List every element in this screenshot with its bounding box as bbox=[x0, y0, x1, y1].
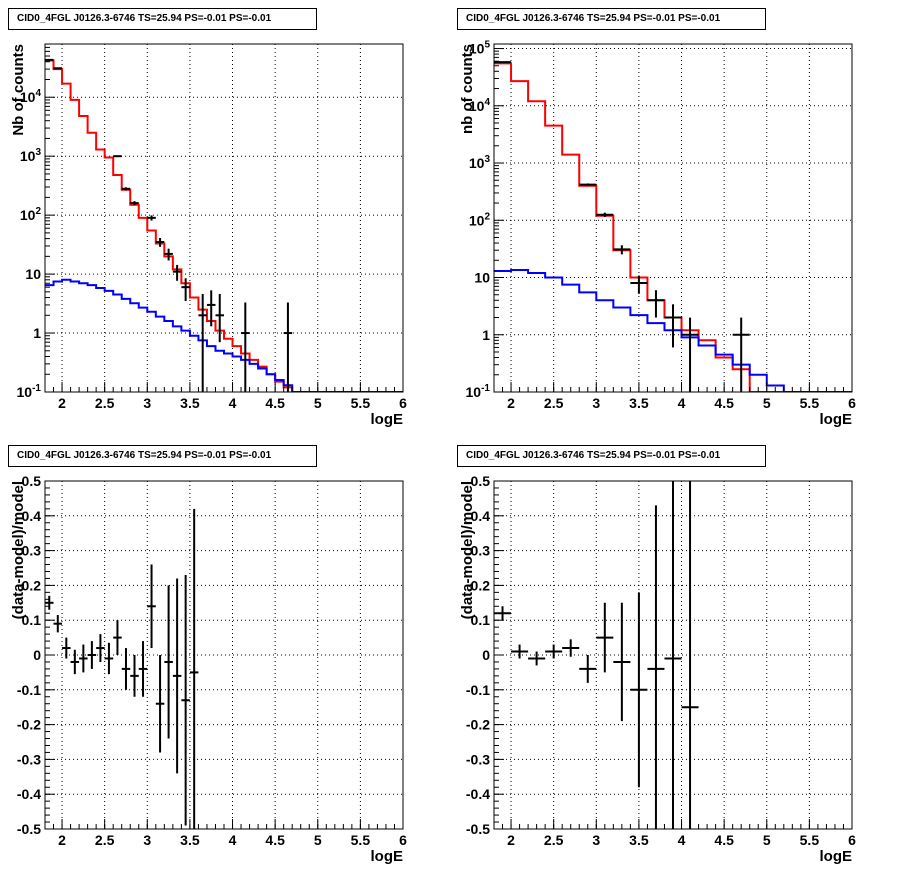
x-tick-label: 5.5 bbox=[800, 832, 820, 848]
y-tick-label: 10-1 bbox=[466, 383, 491, 400]
plot-frame bbox=[44, 43, 404, 393]
y-tick-label: -0.5 bbox=[466, 821, 490, 837]
x-tick-label: 2 bbox=[58, 395, 66, 411]
plot-area bbox=[45, 58, 403, 392]
x-tick-label: 2.5 bbox=[544, 395, 564, 411]
x-tick-label: 3 bbox=[143, 395, 151, 411]
x-axis-label: logE bbox=[371, 411, 404, 428]
y-tick-label: 0.4 bbox=[22, 508, 42, 524]
x-tick-label: 5.5 bbox=[800, 395, 820, 411]
y-tick-label: 1 bbox=[482, 327, 490, 343]
x-tick-label: 3.5 bbox=[629, 395, 649, 411]
x-tick-label: 2.5 bbox=[95, 395, 115, 411]
x-tick-label: 4.5 bbox=[714, 832, 734, 848]
y-tick-label: -0.1 bbox=[17, 682, 41, 698]
y-tick-label: 0.2 bbox=[471, 577, 491, 593]
y-tick-label: -0.3 bbox=[17, 751, 41, 767]
x-tick-label: 4 bbox=[229, 395, 237, 411]
y-tick-label: 0.1 bbox=[471, 612, 491, 628]
x-tick-label: 3.5 bbox=[180, 832, 200, 848]
y-tick-label: 0.3 bbox=[22, 543, 42, 559]
panel-residuals-right: CID0_4FGL J0126.3-6746 TS=25.94 PS=-0.01… bbox=[449, 437, 898, 875]
y-tick-label: 104 bbox=[469, 97, 491, 114]
plot-area bbox=[45, 508, 199, 829]
y-axis-label: (data-model)/model bbox=[459, 481, 476, 619]
x-tick-label: 3.5 bbox=[180, 395, 200, 411]
source-model-line bbox=[494, 269, 852, 392]
x-tick-label: 4 bbox=[678, 832, 686, 848]
x-tick-label: 4.5 bbox=[714, 395, 734, 411]
x-tick-label: 5 bbox=[763, 395, 771, 411]
x-tick-label: 4.5 bbox=[265, 832, 285, 848]
x-axis-label: logE bbox=[820, 848, 853, 865]
chart-title: CID0_4FGL J0126.3-6746 TS=25.94 PS=-0.01… bbox=[457, 8, 766, 30]
x-axis-label: logE bbox=[820, 411, 853, 428]
x-tick-label: 5 bbox=[763, 832, 771, 848]
chart-title: CID0_4FGL J0126.3-6746 TS=25.94 PS=-0.01… bbox=[8, 8, 317, 30]
y-tick-label: 0.1 bbox=[22, 612, 42, 628]
x-tick-label: 4 bbox=[229, 832, 237, 848]
y-tick-label: 1 bbox=[33, 325, 41, 341]
chart-svg: 2 2.5 3 3.5 4 4.5 5 5.5 6 -0.5 -0.4 -0.3 -0.2 -0.1 0 0.… bbox=[10, 473, 407, 865]
y-axis-label: Nb of counts bbox=[10, 44, 27, 136]
total-model-line bbox=[45, 59, 403, 392]
y-tick-label: 103 bbox=[20, 147, 42, 164]
y-tick-label: 102 bbox=[20, 206, 42, 223]
x-tick-label: 2 bbox=[58, 832, 66, 848]
panel-counts-left: CID0_4FGL J0126.3-6746 TS=25.94 PS=-0.01… bbox=[0, 0, 449, 437]
y-tick-label: -0.5 bbox=[17, 821, 41, 837]
y-tick-label: 10 bbox=[474, 270, 490, 286]
y-tick-label: 10-1 bbox=[17, 383, 42, 400]
x-tick-label: 2 bbox=[507, 832, 515, 848]
chart-svg: 2 2.5 3 3.5 4 4.5 5 5.5 6 -0.5 -0.4 -0.3 -0.2 -0.1 0 0.… bbox=[459, 473, 856, 865]
x-tick-label: 6 bbox=[399, 395, 407, 411]
panel-residuals-left: CID0_4FGL J0126.3-6746 TS=25.94 PS=-0.01… bbox=[0, 437, 449, 875]
x-tick-label: 4 bbox=[678, 395, 686, 411]
plot-area bbox=[494, 61, 852, 392]
x-tick-label: 2 bbox=[507, 395, 515, 411]
x-tick-label: 3 bbox=[143, 832, 151, 848]
y-tick-label: -0.2 bbox=[466, 717, 490, 733]
y-tick-label: 0.3 bbox=[471, 543, 491, 559]
x-axis-label: logE bbox=[371, 848, 404, 865]
y-tick-label: 0.2 bbox=[22, 577, 42, 593]
y-tick-label: 102 bbox=[469, 211, 491, 228]
chart-title: CID0_4FGL J0126.3-6746 TS=25.94 PS=-0.01… bbox=[457, 445, 766, 467]
y-tick-label: -0.3 bbox=[466, 751, 490, 767]
x-tick-label: 5.5 bbox=[351, 395, 371, 411]
x-tick-label: 6 bbox=[848, 395, 856, 411]
x-tick-label: 4.5 bbox=[265, 395, 285, 411]
chart-svg: 2 2.5 3 3.5 4 4.5 5 5.5 6 10-1 1 10 102 103 104 105 logE… bbox=[459, 40, 856, 428]
y-tick-label: 103 bbox=[469, 154, 491, 171]
y-tick-label: 104 bbox=[20, 88, 42, 105]
x-tick-label: 5.5 bbox=[351, 832, 371, 848]
y-tick-label: -0.1 bbox=[466, 682, 490, 698]
x-tick-label: 2.5 bbox=[544, 832, 564, 848]
y-tick-label: -0.4 bbox=[466, 786, 490, 802]
x-tick-label: 3 bbox=[592, 395, 600, 411]
chart-svg: 2 2.5 3 3.5 4 4.5 5 5.5 6 10-1 1 10 102 103 104 logE Nb … bbox=[10, 43, 407, 428]
source-model-line bbox=[45, 278, 403, 392]
y-tick-label: 105 bbox=[469, 40, 491, 57]
y-tick-label: 0.5 bbox=[22, 473, 42, 489]
y-tick-label: 0.4 bbox=[471, 508, 491, 524]
chart-title: CID0_4FGL J0126.3-6746 TS=25.94 PS=-0.01… bbox=[8, 445, 317, 467]
x-tick-label: 6 bbox=[399, 832, 407, 848]
y-tick-label: -0.4 bbox=[17, 786, 41, 802]
x-tick-label: 2.5 bbox=[95, 832, 115, 848]
x-tick-label: 5 bbox=[314, 832, 322, 848]
y-tick-label: 0 bbox=[33, 647, 41, 663]
y-tick-label: 10 bbox=[25, 266, 41, 282]
x-tick-label: 3.5 bbox=[629, 832, 649, 848]
x-tick-label: 6 bbox=[848, 832, 856, 848]
panel-counts-right: CID0_4FGL J0126.3-6746 TS=25.94 PS=-0.01… bbox=[449, 0, 898, 437]
x-tick-label: 3 bbox=[592, 832, 600, 848]
y-axis-label: (data-model)/model bbox=[10, 481, 27, 619]
x-tick-label: 5 bbox=[314, 395, 322, 411]
plot-area bbox=[494, 481, 699, 829]
y-axis-label: nb of counts bbox=[459, 44, 476, 134]
y-tick-label: 0 bbox=[482, 647, 490, 663]
y-tick-label: 0.5 bbox=[471, 473, 491, 489]
y-tick-label: -0.2 bbox=[17, 717, 41, 733]
